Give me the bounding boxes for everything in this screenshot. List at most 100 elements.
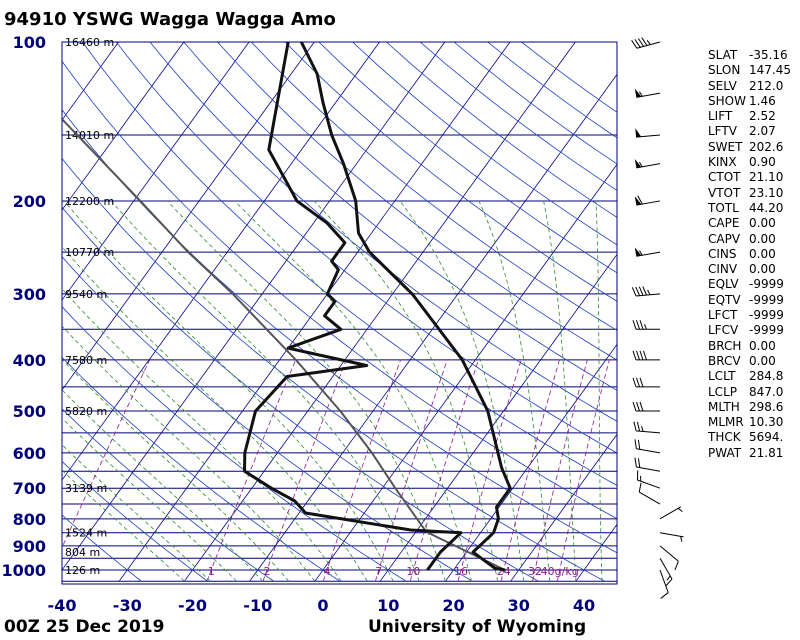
barb-staff [636,41,661,49]
barb-half-flag [644,324,647,330]
index-value: 147.45 [749,63,791,78]
index-name: MLTH [708,399,740,414]
wind-barb [633,421,661,434]
moist-adiabat [62,469,185,582]
index-value: 0.00 [749,216,776,231]
index-value: 847.0 [749,384,784,399]
index-row: CAPE 0.00 [708,216,791,231]
height-label: 3139 m [65,482,107,495]
barb-flag [632,350,637,361]
index-name: EQTV [708,292,741,307]
barb-pennant [634,196,642,206]
mixing-ratio-line [557,359,610,582]
pressure-tick-label: 700 [13,479,46,498]
mixing-ratio-label: 7 [375,565,382,578]
index-name: KINX [708,155,737,170]
height-label: 1524 m [65,527,107,540]
index-value: 1.46 [749,93,776,108]
barb-half-flag [677,507,683,513]
barb-staff [659,506,682,520]
isotherm-line [0,42,53,581]
barb-flag [635,286,641,296]
wind-barb [659,532,684,542]
temperature-tick-label: 20 [442,596,464,615]
mixing-ratio-label: 16 [454,565,468,578]
pressure-tick-label: 500 [13,402,46,421]
isotherm-line [62,42,250,301]
parcel-path-line [62,117,506,571]
sounding-datetime: 00Z 25 Dec 2019 [4,617,165,637]
height-label: 7580 m [65,354,107,367]
barb-flag [632,377,637,388]
moist-adiabat [313,200,498,582]
moist-adiabat [62,444,211,582]
temperature-tick-label: -30 [113,596,142,615]
dry-adiabat [62,356,341,582]
index-row: KINX 0.90 [708,155,791,170]
mixing-ratio-line [500,359,560,582]
barb-half-flag [641,426,644,432]
index-name: LCLT [708,369,736,384]
height-label: 14010 m [65,129,114,142]
moist-adiabat [62,417,237,582]
dewpoint-line [243,42,463,571]
chart-title: 94910 YSWG Wagga Wagga Amo [4,9,336,30]
barb-staff [636,448,661,454]
mixing-ratio-line [532,359,588,582]
index-value: 2.52 [749,109,776,124]
height-label: 10770 m [65,246,114,259]
index-value: 23.10 [749,185,784,200]
isotherm-line [62,42,380,481]
mixing-ratio-line [457,359,522,582]
data-source: University of Wyoming [368,617,587,637]
index-value: -9999 [749,323,784,338]
index-name: EQLV [708,277,739,292]
barb-flag [634,457,637,468]
dry-adiabat [62,60,617,520]
wind-barb [634,457,661,472]
index-name: THCK [708,430,741,445]
index-value: 284.8 [749,369,784,384]
index-name: CAPV [708,231,741,246]
wind-barb [632,320,660,330]
dry-adiabat [115,42,617,454]
wind-barb [638,482,661,505]
index-value: 212.0 [749,78,784,93]
wind-barb [634,195,661,206]
index-name: LFCT [708,308,738,323]
barb-flag [636,401,640,412]
index-name: TOTL [708,200,739,215]
index-name: LIFT [708,109,733,124]
height-label: 804 m [65,546,100,559]
index-name: CINS [708,246,737,261]
dry-adiabat [149,42,617,422]
dry-adiabat [62,306,407,582]
barb-flag [638,482,642,493]
index-value: 21.81 [749,445,784,460]
wind-barb [632,350,660,361]
pressure-tick-label: 100 [13,33,46,52]
barb-half-flag [680,536,683,542]
moist-adiabat [63,200,394,582]
index-name: LFCV [708,323,739,338]
pressure-tick-label: 800 [13,510,46,529]
index-row: LFCT -9999 [708,308,791,323]
barb-flag [634,39,641,48]
isotherm-line [445,343,617,582]
index-row: SELV 212.0 [708,79,791,94]
temperature-tick-label: 10 [377,596,399,615]
pressure-tick-label: 200 [13,192,46,211]
mixing-ratio-line [262,359,347,582]
index-row: CINV 0.00 [708,262,791,277]
barb-flag [639,350,644,361]
wind-barb [636,470,661,489]
index-value: 0.00 [749,262,776,277]
wind-barb [659,545,679,571]
index-row: CINS 0.00 [708,247,791,262]
index-row: MLTH 298.6 [708,400,791,415]
index-name: MLMR [708,415,744,430]
moist-adiabat [110,200,420,582]
barb-flag [636,320,640,330]
barb-half-flag [647,289,651,296]
